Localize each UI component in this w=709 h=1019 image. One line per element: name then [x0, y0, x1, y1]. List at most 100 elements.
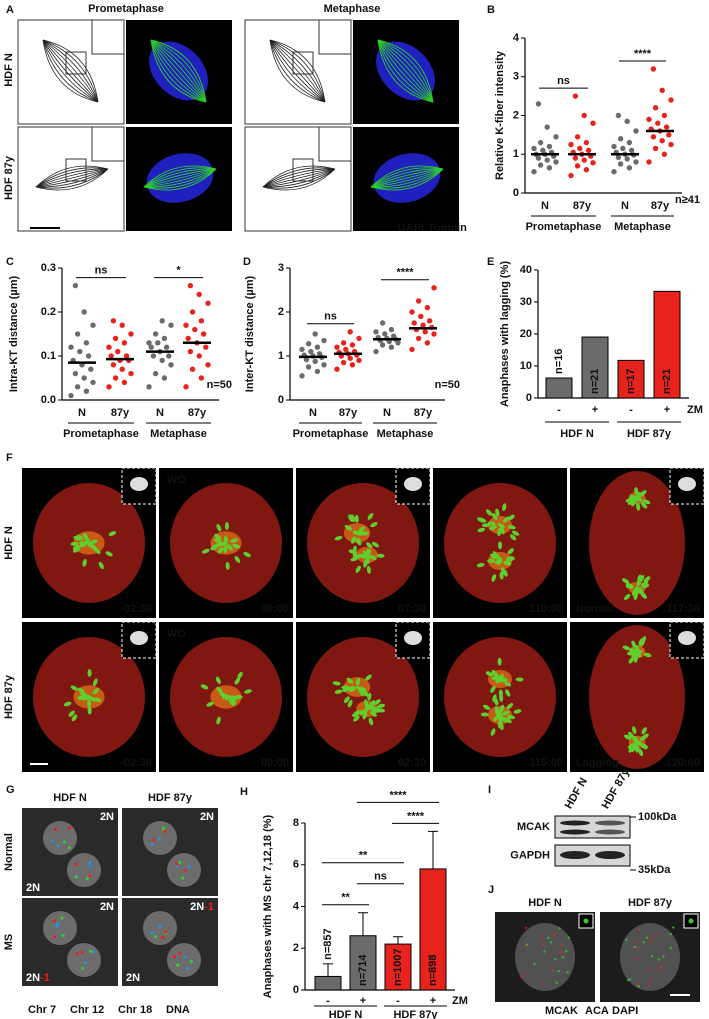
- fish-signal: [61, 933, 65, 938]
- chromosome: [202, 548, 210, 554]
- data-point: [108, 353, 114, 359]
- y-tick-label: 0.1: [41, 350, 56, 362]
- spindle-fiber: [150, 39, 207, 103]
- spindle-fiber: [377, 39, 434, 103]
- micrograph: [22, 808, 118, 896]
- data-point: [168, 322, 174, 328]
- data-point: [668, 97, 674, 103]
- data-point: [611, 168, 617, 175]
- data-point: [624, 118, 630, 125]
- chromosome: [641, 733, 649, 740]
- spindle-fiber: [42, 39, 99, 103]
- error-bar: [358, 912, 368, 936]
- chromosome: [350, 536, 356, 544]
- data-point: [356, 357, 362, 364]
- chromosome: [376, 553, 385, 558]
- inset-signal: [404, 631, 422, 645]
- cell: [307, 637, 419, 757]
- inset: [91, 19, 125, 55]
- data-point: [185, 335, 191, 342]
- panel-label: F: [6, 452, 13, 464]
- y-tick-label: 3: [513, 71, 519, 83]
- chromosome: [73, 535, 82, 541]
- significance-label: **: [341, 892, 350, 904]
- sample-size: n=857: [322, 928, 334, 960]
- data-point: [590, 120, 596, 126]
- chromosome: [334, 689, 343, 694]
- spindle-fiber: [150, 39, 207, 103]
- chromosome: [643, 652, 652, 658]
- spindle-fiber: [370, 168, 444, 188]
- data-point: [150, 353, 157, 359]
- chromosome: [93, 697, 102, 703]
- data-point: [112, 375, 119, 381]
- chromosome: [499, 526, 505, 535]
- y-tick-label: 8: [293, 817, 299, 829]
- y-axis-title: Anaphases with lagging (%): [499, 261, 511, 407]
- data-point: [615, 112, 622, 119]
- data-point: [620, 145, 626, 152]
- timestamp: 00:00: [261, 757, 289, 769]
- chromosome: [224, 522, 229, 531]
- blot-band: [560, 820, 590, 826]
- spindle-fiber: [262, 168, 336, 189]
- data-point: [123, 353, 130, 359]
- x-tick-label: 87y: [188, 407, 207, 419]
- chromosome: [628, 656, 635, 664]
- chromosome: [476, 562, 485, 568]
- chromosome: [639, 490, 647, 497]
- fish-signal: [153, 935, 158, 939]
- chromosome: [627, 731, 635, 739]
- timestamp: 00:00: [261, 603, 289, 615]
- chromosome: [625, 584, 634, 589]
- chromosome: [369, 555, 377, 560]
- fish-signal: [161, 935, 165, 939]
- chromosome: [507, 714, 516, 720]
- chromosome: [502, 569, 508, 577]
- chromosome: [633, 654, 638, 663]
- chromosome: [642, 499, 651, 505]
- chromosome: [348, 549, 357, 554]
- chromosome: [623, 734, 632, 740]
- chromosome: [511, 530, 520, 536]
- panel-label: B: [487, 4, 495, 16]
- chromosome: [214, 533, 222, 540]
- chromosome: [641, 583, 650, 589]
- chromosome: [497, 657, 502, 666]
- y-axis-title: Intra-KT distance (µm): [8, 275, 20, 392]
- kinetochore: [637, 928, 641, 931]
- kinetochore: [549, 941, 553, 944]
- data-point: [321, 337, 327, 344]
- chromosome: [350, 556, 359, 562]
- spindle-fiber: [143, 168, 217, 191]
- legend-label: MCAK: [545, 1005, 578, 1017]
- chromosome: [356, 531, 365, 536]
- chromosome: [349, 686, 357, 693]
- bar: [384, 943, 412, 991]
- data-point: [409, 346, 415, 353]
- legend-label: DAPI: [612, 1005, 638, 1017]
- inset-signal: [130, 631, 148, 645]
- bar: [314, 975, 342, 991]
- inset-signal: [583, 918, 589, 924]
- chromosome: [82, 532, 89, 541]
- fish-signal: [67, 826, 72, 830]
- cell: [307, 483, 419, 603]
- kinetochore: [649, 939, 653, 942]
- kinetochore: [669, 946, 672, 950]
- timestamp: 120:00: [666, 757, 700, 769]
- chromosome: [370, 711, 377, 717]
- group-label: Metaphase: [614, 221, 671, 233]
- data-point: [409, 309, 415, 315]
- data-point: [390, 333, 397, 339]
- data-point: [168, 362, 174, 368]
- data-point: [422, 329, 428, 335]
- chromosome: [623, 593, 631, 601]
- kinetochore: [637, 985, 640, 988]
- data-point: [189, 309, 196, 315]
- chromosome: [72, 547, 81, 553]
- sample-size: n=21: [661, 369, 673, 394]
- kinetochore: [559, 951, 563, 954]
- data-point: [198, 318, 205, 324]
- column-title: HDF N: [528, 897, 562, 909]
